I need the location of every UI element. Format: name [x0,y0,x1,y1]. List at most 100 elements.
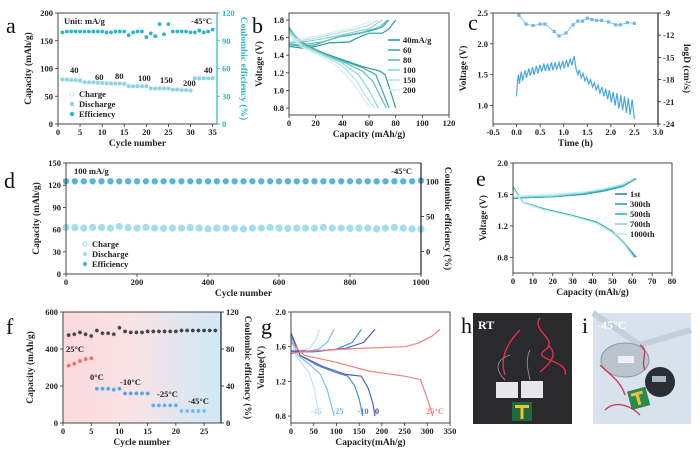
data-point [117,386,122,391]
legend-label: 80 [403,55,412,65]
annotation: 0 [375,406,379,416]
photo-low-temperature: i -45°C [582,310,692,424]
x-tick-label: 80 [391,118,400,128]
x-tick-label: 0.5 [535,127,546,137]
y-axis-label: Capacity (mAh/g) [31,182,42,255]
series-line [512,187,635,258]
x-tick-label: 0 [289,426,293,436]
annotation: 40 [204,65,213,75]
data-point [595,18,599,22]
legend-label: Efficiency [92,259,129,269]
red-wires [599,344,646,416]
data-point [606,20,611,24]
data-point [78,29,82,34]
x-tick-label: 3.0 [653,127,664,137]
x-tick-label: 0 [56,127,60,137]
y-tick-label: 1.2 [275,376,286,386]
data-point [346,178,354,185]
data-point [329,178,336,185]
series-5 [66,325,218,339]
x-tick-label: 800 [344,277,357,287]
data-point [140,330,144,335]
data-point [117,81,122,86]
x-tick-label: 400 [202,277,215,287]
y2-tick-label: 120 [226,307,239,317]
data-point [329,224,336,232]
data-point [95,81,100,85]
data-point [179,88,184,93]
plot-frame [512,162,673,274]
data-point [71,178,79,185]
data-point [83,332,88,337]
y-tick-label: 0 [57,269,61,279]
legend-label: 1st [630,189,641,199]
y-tick-label: 100 [40,64,53,74]
data-point [131,84,135,89]
data-point [204,178,212,185]
data-point [408,178,416,185]
x-tick-label: 300 [421,426,434,436]
y-tick-label: 1.6 [275,342,286,352]
data-point [140,29,144,34]
data-point [179,328,184,333]
y-axis-label: Voltage (V) [478,195,489,241]
data-point [124,178,132,185]
data-point [190,328,195,333]
data-point [64,77,69,82]
series-200 [288,19,374,109]
data-point [240,178,247,185]
photo-label: -45°C [597,318,626,332]
led-letter-t [515,405,529,419]
data-point [538,22,542,26]
y-axis-label: Voltage(V) [256,346,267,389]
data-point [87,80,91,85]
annotation: 150 [160,75,173,85]
y2-axis-label: Coulombic efficiency (%) [442,167,453,270]
data-point [71,224,79,232]
data-point [113,81,118,86]
data-point [94,386,99,391]
data-point [60,30,65,35]
data-point [632,21,637,25]
annotation: 25°C [426,406,444,416]
panel-a: a 0 5 10 15 20 25 30 35 0 50 100 150 200 0 30 60 90 120 Cyc… [6,8,249,149]
data-point [140,391,144,396]
panel-e: e 0 10 20 30 40 50 60 70 80 0.8 1.2 1.6 2.0 Capacity (… [476,158,676,298]
y-tick-label: 1.5 [477,70,488,80]
series-line [288,31,375,109]
annotation: 100 [138,73,151,83]
series-line [288,30,379,109]
series-1 [290,329,335,417]
data-point [179,408,184,413]
legend-label: 700th [630,219,651,229]
panel-letter: a [6,13,16,38]
x-tick-label: 0.0 [511,127,522,137]
data-point [571,23,575,27]
data-point [190,408,195,413]
series-line [513,178,635,199]
legend-label: 500th [630,209,651,219]
data-point [580,19,585,23]
series-700th [512,178,635,258]
data-point [116,178,123,185]
x-tick-label: -0.5 [486,127,499,137]
data-point [213,328,218,333]
x-tick-label: 35 [208,127,217,137]
annotation: -10°C [120,377,141,387]
x-tick-label: 0 [64,277,68,287]
x-axis-label: Capacity(mAh/g) [335,437,405,448]
data-point [320,178,327,185]
data-point [517,13,521,17]
annotation: -45°C [188,396,209,406]
data-point [240,225,247,233]
data-point [373,225,380,233]
data-point [275,224,283,232]
data-point [145,329,150,334]
y-tick-label: 0.8 [273,103,284,113]
data-point [123,329,128,334]
y-tick-label: 30 [53,247,62,257]
y-tick-label: 2.0 [477,39,488,49]
series-line [288,28,390,109]
x-tick-label: 0 [287,118,291,128]
